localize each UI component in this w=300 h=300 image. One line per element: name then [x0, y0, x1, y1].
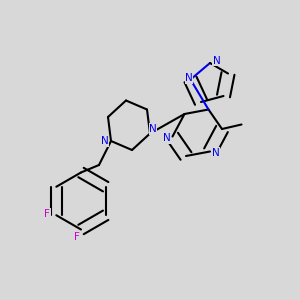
Text: N: N — [163, 133, 170, 143]
Text: N: N — [149, 124, 157, 134]
Text: N: N — [212, 148, 220, 158]
Text: F: F — [74, 232, 80, 242]
Text: N: N — [100, 136, 108, 146]
Text: F: F — [44, 209, 50, 219]
Text: N: N — [213, 56, 220, 66]
Text: N: N — [185, 73, 193, 83]
